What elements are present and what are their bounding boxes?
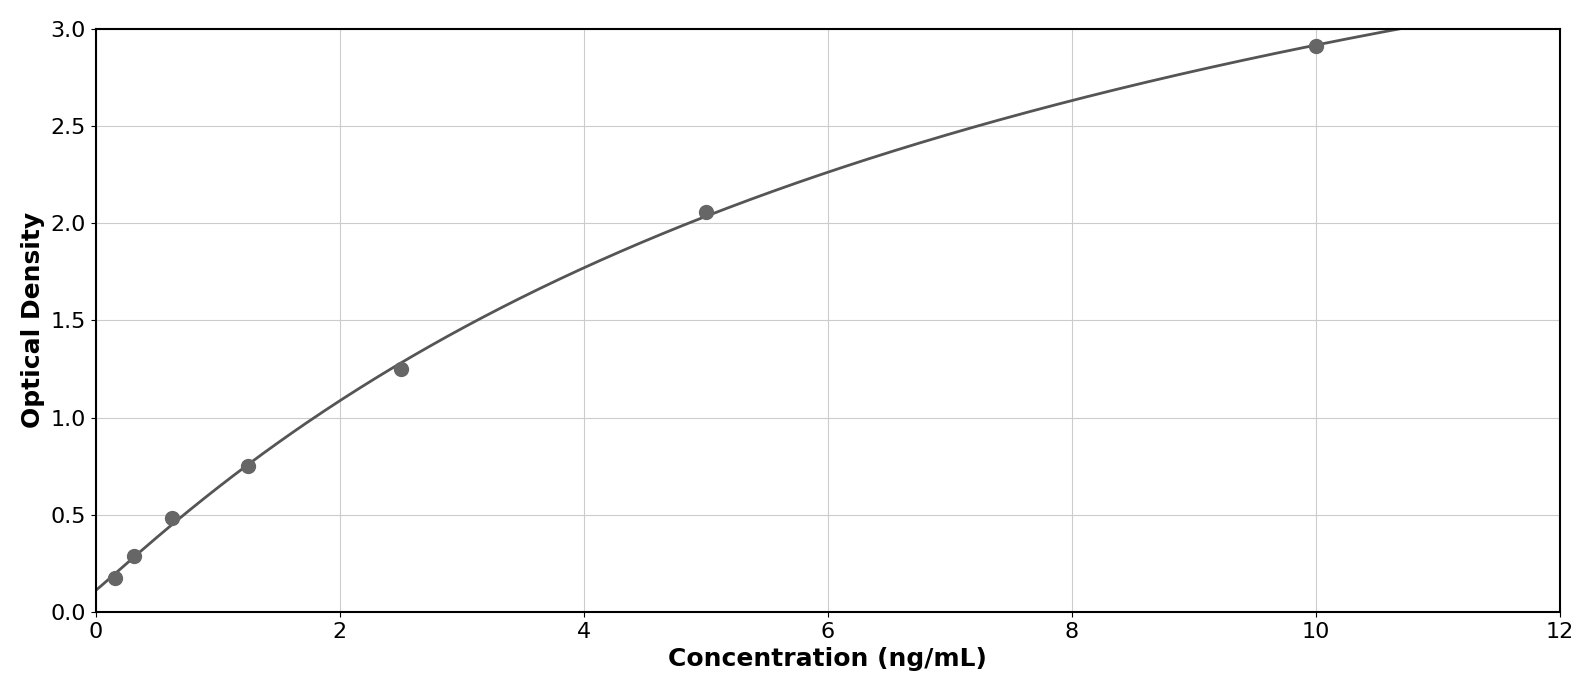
Point: [160, 512, 185, 523]
Point: [102, 572, 128, 583]
Point: [388, 363, 413, 374]
Point: [236, 461, 262, 472]
Y-axis label: Optical Density: Optical Density: [21, 212, 45, 428]
Point: [694, 206, 719, 217]
Point: [121, 551, 147, 562]
X-axis label: Concentration (ng/mL): Concentration (ng/mL): [668, 647, 987, 671]
Point: [1303, 41, 1329, 52]
